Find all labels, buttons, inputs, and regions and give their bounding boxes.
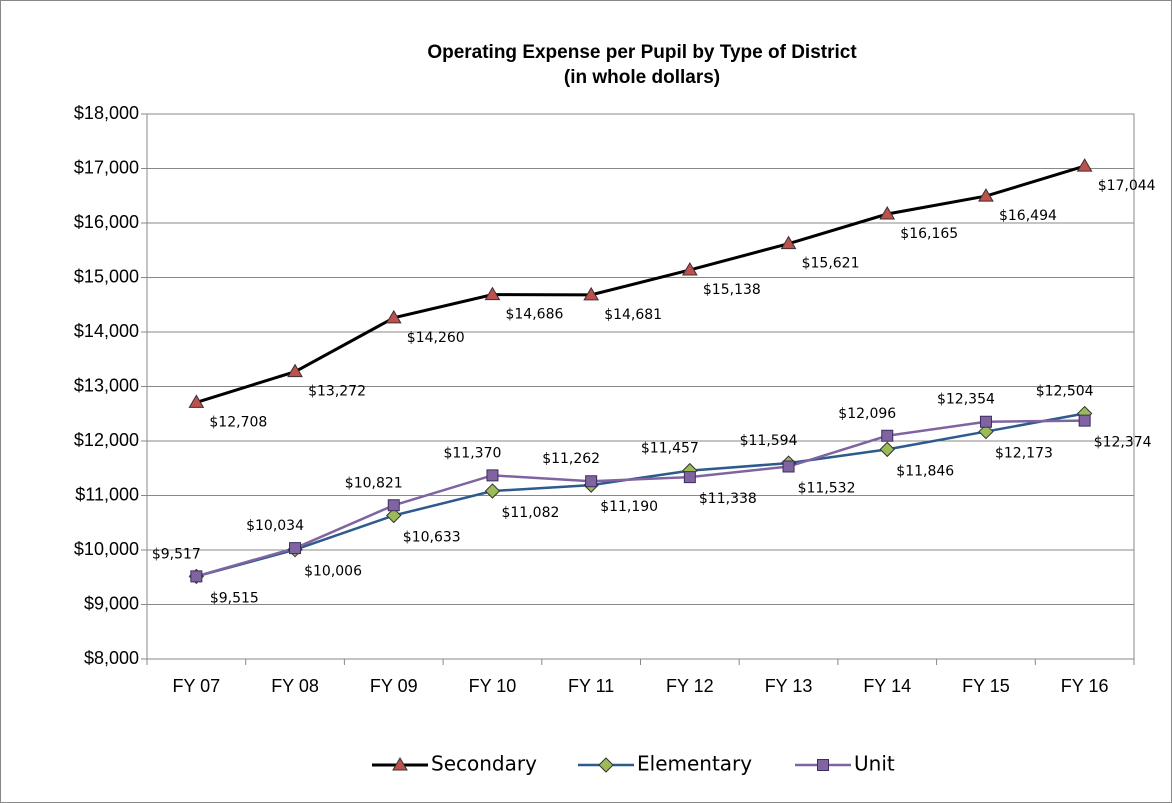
marker — [385, 309, 402, 324]
marker — [484, 286, 501, 301]
data-label: $10,633 — [403, 530, 461, 546]
marker — [188, 394, 205, 408]
data-label: $11,532 — [798, 481, 856, 497]
marker — [881, 429, 894, 442]
data-label: $11,370 — [443, 445, 501, 461]
data-label: $12,096 — [838, 406, 896, 422]
x-tick-label: FY 10 — [469, 676, 517, 696]
marker — [979, 415, 992, 428]
legend-label: Unit — [854, 752, 895, 776]
marker — [978, 188, 994, 202]
marker — [683, 471, 696, 484]
y-tick-label: $9,000 — [84, 593, 139, 613]
series-line — [196, 419, 1085, 578]
data-label: $12,173 — [995, 446, 1053, 462]
legend-marker — [392, 757, 408, 771]
data-label: $12,354 — [937, 392, 995, 408]
legend-marker — [817, 759, 829, 771]
data-label: $10,034 — [246, 518, 304, 534]
chart-subtitle: (in whole dollars) — [564, 67, 720, 88]
data-label: $12,374 — [1094, 435, 1152, 451]
y-tick-label: $12,000 — [74, 430, 139, 450]
marker — [978, 423, 994, 440]
marker — [190, 570, 203, 583]
marker — [387, 499, 400, 512]
y-tick-label: $15,000 — [74, 266, 139, 286]
data-label: $11,457 — [641, 441, 699, 457]
data-label: $14,681 — [604, 307, 662, 323]
data-label: $11,338 — [699, 491, 757, 507]
data-label: $9,515 — [210, 590, 259, 606]
x-tick-label: FY 12 — [666, 676, 714, 696]
marker — [585, 475, 598, 488]
marker — [879, 206, 896, 220]
marker — [782, 460, 795, 473]
y-tick-label: $11,000 — [75, 484, 139, 504]
marker — [879, 441, 895, 458]
y-tick-label: $17,000 — [74, 157, 139, 177]
x-tick-label: FY 13 — [765, 676, 813, 696]
marker — [583, 286, 600, 301]
legend-marker — [598, 757, 614, 773]
marker — [289, 542, 302, 555]
series-line — [196, 412, 1085, 578]
series-line — [195, 164, 1086, 404]
x-tick-label: FY 14 — [863, 676, 911, 696]
data-label: $9,517 — [152, 546, 201, 562]
data-label: $11,190 — [600, 499, 658, 515]
y-tick-label: $14,000 — [74, 321, 139, 341]
marker — [484, 483, 501, 499]
marker — [287, 363, 303, 378]
x-tick-label: FY 09 — [370, 676, 418, 696]
y-tick-label: $8,000 — [84, 648, 139, 668]
marker — [780, 235, 797, 250]
data-label: $16,494 — [999, 208, 1057, 224]
x-tick-label: FY 11 — [568, 676, 614, 696]
data-label: $12,504 — [1036, 384, 1094, 400]
data-label: $15,138 — [703, 282, 761, 298]
marker — [386, 507, 402, 524]
y-tick-label: $18,000 — [74, 103, 139, 123]
data-label: $10,821 — [345, 475, 403, 491]
x-tick-label: FY 08 — [271, 676, 319, 696]
y-tick-label: $16,000 — [74, 212, 139, 232]
legend-label: Secondary — [431, 752, 537, 776]
data-label: $11,082 — [501, 505, 559, 521]
marker — [681, 261, 698, 276]
x-tick-label: FY 16 — [1061, 676, 1109, 696]
x-tick-label: FY 15 — [962, 676, 1010, 696]
y-tick-label: $10,000 — [74, 539, 139, 559]
data-label: $14,260 — [407, 330, 465, 346]
y-tick-label: $13,000 — [74, 375, 139, 395]
marker — [1076, 158, 1093, 172]
marker — [486, 469, 499, 482]
data-label: $13,272 — [308, 384, 366, 400]
legend-label: Elementary — [637, 752, 752, 776]
data-label: $11,846 — [896, 463, 954, 479]
data-label: $12,708 — [209, 414, 267, 430]
data-label: $14,686 — [505, 307, 563, 323]
data-label: $16,165 — [900, 226, 958, 242]
data-label: $17,044 — [1098, 178, 1156, 194]
data-label: $11,262 — [542, 451, 600, 467]
marker — [1078, 414, 1091, 427]
data-label: $10,006 — [304, 564, 362, 580]
data-label: $15,621 — [802, 256, 860, 272]
data-label: $11,594 — [740, 433, 798, 449]
x-tick-label: FY 07 — [172, 676, 220, 696]
chart-title: Operating Expense per Pupil by Type of D… — [427, 42, 857, 63]
